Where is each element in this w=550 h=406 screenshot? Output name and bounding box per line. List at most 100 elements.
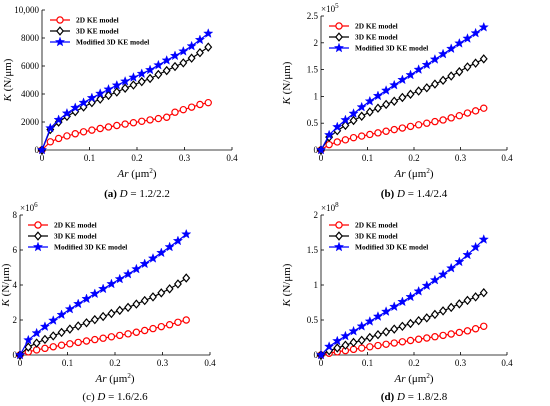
x-tick-label: 0 (40, 153, 45, 163)
data-point (463, 327, 472, 335)
data-point (430, 309, 439, 320)
data-point (36, 144, 48, 155)
panel-caption: (d) D = 1.8/2.8 (381, 391, 448, 403)
data-point (406, 336, 415, 345)
data-point (14, 349, 26, 360)
data-point (429, 274, 441, 285)
data-point (397, 74, 408, 85)
legend-label: 3D KE model (76, 27, 119, 36)
panel-caption: (a) D = 1.2/2.2 (104, 188, 170, 200)
data-point (112, 87, 121, 97)
data-point (132, 299, 141, 309)
data-point (82, 337, 91, 345)
data-point (348, 325, 359, 336)
chart-c: 0 0.1 0.2 0.3 0.4 0 2 4 6 8×106 Ar (μm2) K (N/μm) 2D… (0, 201, 216, 403)
series-star (36, 28, 214, 155)
data-point (356, 320, 367, 331)
y-tick-label: 8 (13, 210, 18, 220)
data-point (463, 295, 472, 306)
series-circle (317, 322, 488, 359)
data-point (124, 330, 132, 338)
x-tick-label: 0.3 (157, 358, 169, 368)
data-point (128, 72, 139, 82)
data-point (439, 306, 448, 316)
data-point (53, 114, 64, 125)
data-point (122, 268, 134, 279)
data-point (413, 64, 424, 74)
legend: 2D KE model 3D KE model Modified 3D KE mod… (50, 16, 149, 47)
data-point (161, 55, 172, 65)
data-point (86, 92, 97, 103)
y-tick-label: 4000 (21, 89, 40, 99)
data-point (349, 345, 358, 354)
data-point (149, 324, 157, 333)
y-tick-label: 0 (13, 350, 18, 360)
data-point (479, 287, 488, 298)
data-point (455, 111, 464, 120)
data-point (357, 132, 366, 140)
y-tick-label: 10,000 (14, 5, 39, 15)
data-point (147, 253, 159, 263)
panel-a: 0 0.1 0.2 0.3 0.4 0 2000 4000 6000 8000 10,000 Ar (… (0, 0, 275, 203)
x-tick-label: 0.4 (501, 358, 513, 368)
data-point (437, 269, 449, 279)
series-star (315, 21, 489, 155)
data-point (366, 130, 374, 139)
series-star (14, 228, 192, 360)
data-point (171, 108, 179, 116)
data-point (138, 117, 146, 126)
data-point (365, 332, 374, 343)
data-point (88, 126, 96, 134)
data-point (398, 124, 407, 132)
data-point (357, 344, 366, 352)
y-tick-label: 0.5 (307, 315, 319, 325)
data-point (70, 102, 81, 113)
data-point (374, 341, 382, 350)
data-point (365, 107, 374, 117)
data-point (187, 103, 196, 111)
data-point (470, 27, 481, 38)
x-tick-label: 0.3 (455, 153, 467, 163)
legend-label: 2D KE model (355, 221, 398, 230)
legend-label: Modified 3D KE model (355, 44, 428, 53)
data-point (178, 45, 189, 56)
data-point (196, 100, 204, 109)
data-point (422, 313, 431, 323)
legend-marker (56, 26, 64, 36)
data-point (447, 302, 456, 313)
data-point (462, 33, 473, 43)
data-point (423, 119, 431, 127)
data-point (139, 258, 150, 269)
data-point (470, 241, 481, 252)
y-tick-label: 1.5 (307, 245, 319, 255)
data-point (129, 80, 138, 90)
data-point (356, 101, 367, 112)
data-point (40, 334, 49, 345)
data-point (398, 338, 407, 346)
data-point (373, 329, 382, 340)
y-tick-label: 6 (13, 245, 18, 255)
series-diamond (16, 273, 191, 360)
data-point (107, 333, 116, 341)
chart-d: 0 0.1 0.2 0.3 0.4 0 0.5 1 1.5 2×108 Ar (μm2) K (N/μ… (281, 201, 513, 403)
data-point (66, 340, 74, 348)
data-point (389, 301, 400, 312)
data-point (349, 133, 358, 142)
data-point (146, 116, 154, 124)
x-axis-title: Ar (μm2) (393, 167, 433, 180)
data-point (114, 273, 125, 284)
data-point (179, 105, 188, 114)
data-point (349, 337, 358, 348)
data-point (182, 316, 190, 324)
series-circle (317, 104, 488, 154)
data-point (333, 343, 342, 353)
data-point (374, 129, 382, 137)
data-point (90, 314, 99, 325)
data-point (173, 279, 182, 289)
data-point (480, 104, 488, 112)
y-tick-label: 0.5 (307, 118, 319, 128)
data-point (144, 64, 156, 75)
legend-marker (335, 32, 343, 42)
data-point (447, 71, 456, 81)
data-point (471, 107, 480, 115)
